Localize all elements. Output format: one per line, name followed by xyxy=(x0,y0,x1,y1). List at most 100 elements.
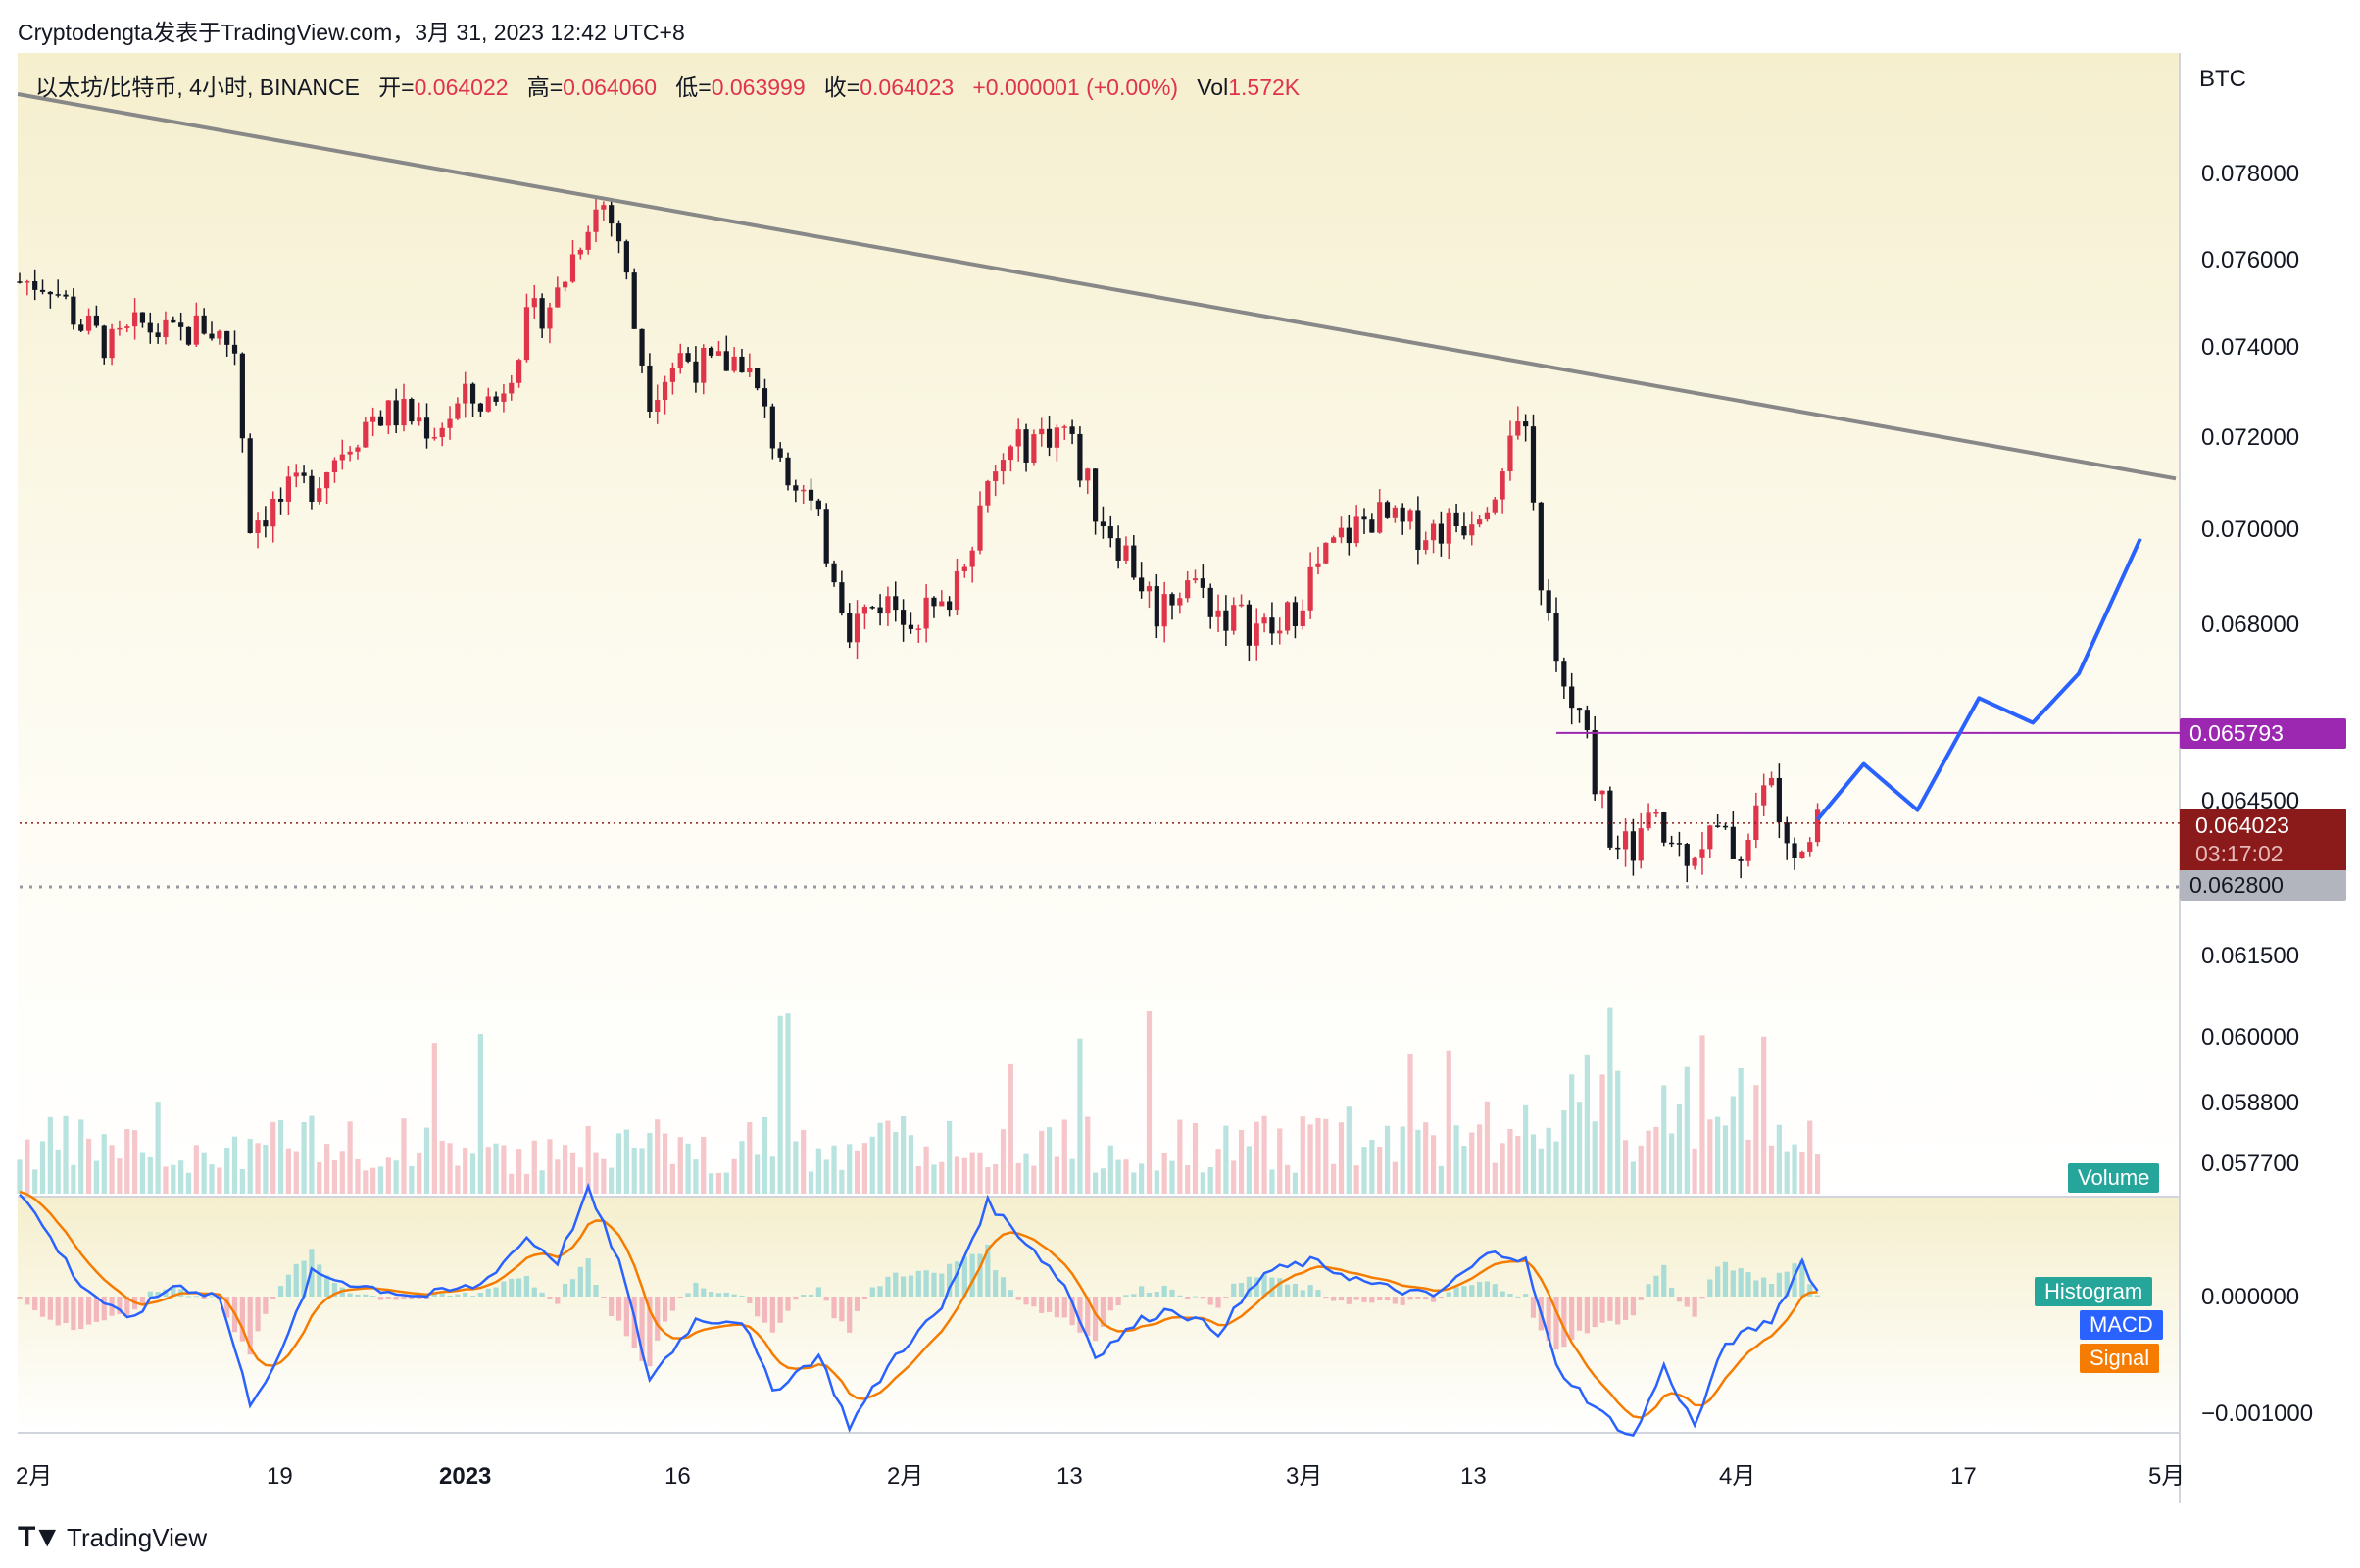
candle-body xyxy=(217,330,222,339)
candle-body xyxy=(423,417,430,439)
candle-body xyxy=(939,601,945,607)
symbol-label[interactable]: 以太坊/比特币, 4小时, BINANCE xyxy=(35,74,360,100)
histogram-bar xyxy=(755,1297,761,1317)
time-tick-label: 13 xyxy=(1460,1463,1487,1490)
volume-bar xyxy=(1384,1125,1391,1194)
histogram-legend[interactable]: Histogram xyxy=(2035,1277,2153,1306)
candle-body xyxy=(1715,825,1721,827)
candle-body xyxy=(1423,540,1429,550)
volume-bar xyxy=(447,1143,453,1194)
candle-body xyxy=(1023,429,1029,463)
candle-body xyxy=(1307,566,1313,611)
candle-body xyxy=(417,417,422,422)
volume-bar xyxy=(1338,1122,1345,1194)
candle-body xyxy=(163,319,169,338)
candle-body xyxy=(1814,809,1821,843)
candle-body xyxy=(1538,502,1544,591)
candle-body xyxy=(401,398,407,426)
histogram-bar xyxy=(1523,1294,1529,1297)
volume-bar xyxy=(339,1151,345,1194)
volume-bar xyxy=(1246,1146,1252,1194)
candle-body xyxy=(769,406,775,449)
histogram-bar xyxy=(1584,1297,1590,1334)
histogram-bar xyxy=(55,1297,61,1326)
volume-legend[interactable]: Volume xyxy=(2068,1163,2160,1193)
candle-body xyxy=(55,294,61,296)
time-tick-label: 17 xyxy=(1950,1463,1977,1490)
volume-bar xyxy=(401,1118,407,1194)
histogram-bar xyxy=(547,1297,553,1299)
macd-tick-label: −0.001000 xyxy=(2201,1400,2313,1427)
candle-body xyxy=(947,601,953,611)
volume-bar xyxy=(1131,1172,1137,1194)
volume-bar xyxy=(1046,1127,1053,1194)
histogram-bar xyxy=(39,1297,46,1317)
candle-body xyxy=(1569,686,1575,709)
volume-bar xyxy=(217,1167,222,1194)
candle-body xyxy=(1377,502,1383,533)
histogram-bar xyxy=(585,1258,591,1297)
volume-bar xyxy=(801,1129,807,1194)
candle-body xyxy=(993,471,999,481)
histogram-bar xyxy=(501,1281,507,1297)
histogram-bar xyxy=(185,1296,192,1298)
candle-body xyxy=(601,205,607,210)
candle-body xyxy=(1154,586,1159,627)
volume-bar xyxy=(1377,1147,1383,1194)
histogram-bar xyxy=(193,1296,199,1298)
candle-body xyxy=(1392,507,1398,518)
histogram-bar xyxy=(439,1293,445,1297)
volume-bar xyxy=(1215,1149,1221,1194)
volume-bar xyxy=(1200,1172,1205,1194)
volume-bar xyxy=(1269,1169,1275,1194)
candle-body xyxy=(615,223,622,242)
histogram-bar xyxy=(1361,1297,1367,1302)
volume-bar xyxy=(1792,1144,1797,1194)
volume-bar xyxy=(977,1152,983,1194)
candle-body xyxy=(385,400,391,426)
histogram-bar xyxy=(1799,1259,1805,1297)
histogram-bar xyxy=(393,1297,399,1300)
candle-body xyxy=(1592,730,1598,795)
candle-body xyxy=(25,280,30,283)
volume-bar xyxy=(1799,1152,1805,1194)
candle-body xyxy=(317,488,322,502)
histogram-bar xyxy=(47,1297,53,1320)
volume-bar xyxy=(39,1141,46,1194)
histogram-bar xyxy=(1400,1297,1405,1305)
candle-body xyxy=(1061,426,1067,428)
histogram-bar xyxy=(355,1294,361,1297)
candle-body xyxy=(1745,839,1751,861)
histogram-bar xyxy=(63,1297,69,1324)
volume-bar xyxy=(539,1170,545,1194)
macd-legend[interactable]: MACD xyxy=(2080,1310,2163,1340)
candle-body xyxy=(669,368,675,382)
histogram-bar xyxy=(1546,1297,1551,1342)
histogram-bar xyxy=(1699,1297,1705,1298)
volume-bar xyxy=(1761,1036,1767,1194)
volume-bar xyxy=(155,1102,161,1194)
volume-bar xyxy=(769,1156,775,1194)
candle-body xyxy=(1407,510,1413,522)
candle-body xyxy=(854,613,860,643)
candle-body xyxy=(569,254,576,282)
histogram-bar xyxy=(677,1297,683,1298)
candle-body xyxy=(677,353,683,368)
volume-bar xyxy=(301,1122,307,1194)
histogram-bar xyxy=(739,1296,745,1298)
volume-bar xyxy=(1607,1007,1613,1194)
signal-legend[interactable]: Signal xyxy=(2080,1344,2160,1373)
axes: 0.078000 0.076000 0.074000 0.072000 0.070000… xyxy=(16,66,2313,1490)
histogram-bar xyxy=(171,1287,176,1297)
histogram-bar xyxy=(485,1288,491,1297)
volume-bar xyxy=(270,1121,276,1194)
histogram-bar xyxy=(1753,1280,1759,1297)
candle-body xyxy=(1676,843,1683,845)
histogram-bar xyxy=(1768,1283,1775,1297)
volume-bar xyxy=(1553,1141,1559,1194)
candle-body xyxy=(1054,427,1059,448)
histogram-bar xyxy=(847,1297,853,1333)
footer-brand[interactable]: T▼ TradingView xyxy=(18,1521,207,1554)
histogram-bar xyxy=(147,1291,153,1297)
